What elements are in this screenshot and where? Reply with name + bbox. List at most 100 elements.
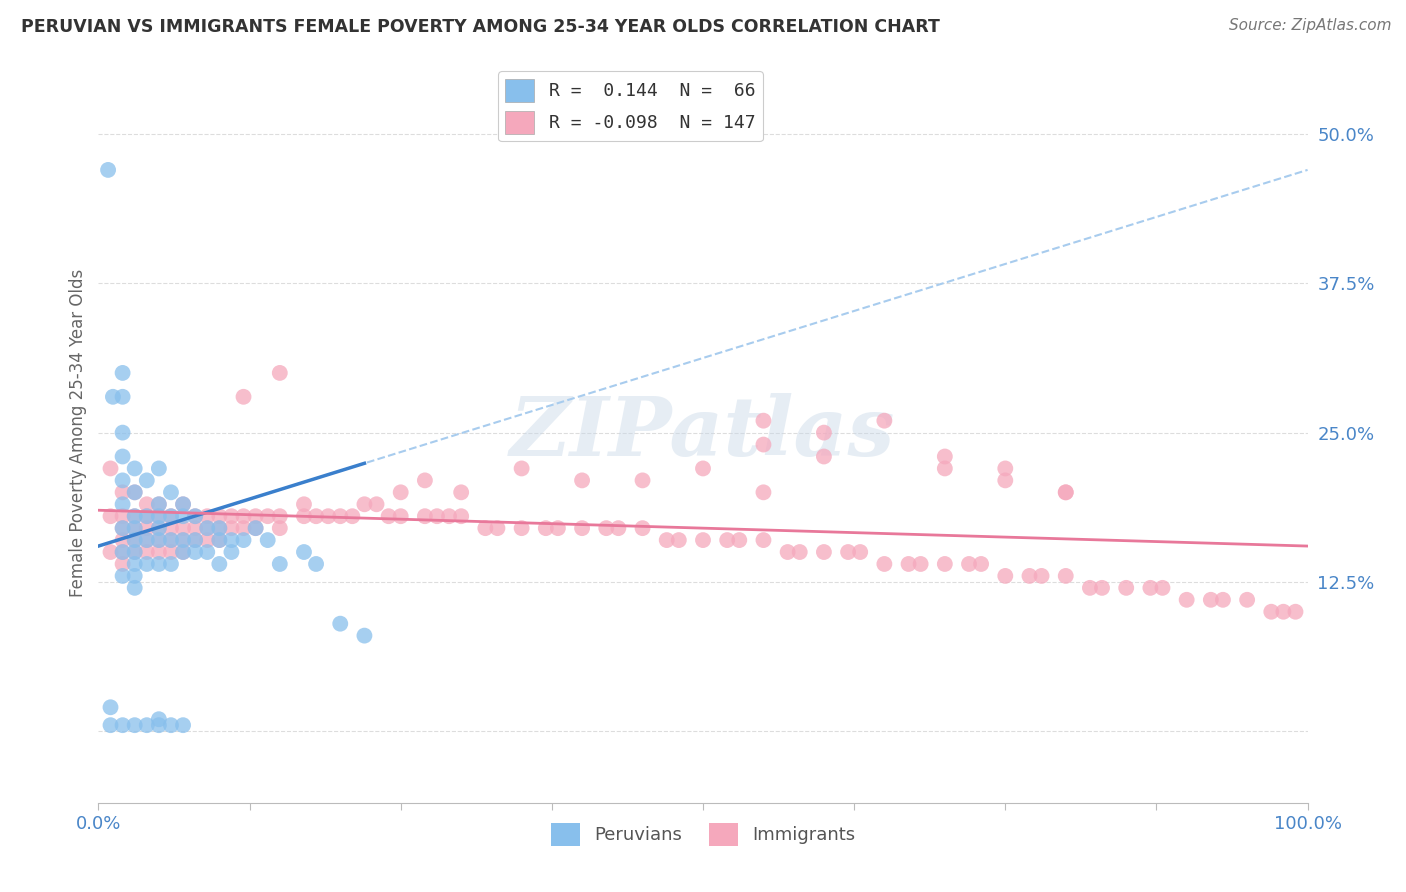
Point bbox=[342, 509, 364, 524]
Point bbox=[195, 533, 218, 547]
Point bbox=[377, 509, 399, 524]
Point bbox=[934, 557, 956, 571]
Point bbox=[111, 545, 134, 559]
Point bbox=[100, 718, 122, 732]
Point bbox=[124, 718, 146, 732]
Point bbox=[101, 390, 124, 404]
Point bbox=[124, 569, 146, 583]
Point bbox=[813, 545, 835, 559]
Point bbox=[232, 521, 254, 535]
Point bbox=[269, 521, 291, 535]
Point bbox=[148, 521, 170, 535]
Point bbox=[595, 521, 617, 535]
Point bbox=[111, 366, 134, 380]
Point bbox=[111, 718, 134, 732]
Point bbox=[148, 718, 170, 732]
Point bbox=[160, 545, 183, 559]
Point bbox=[1199, 592, 1222, 607]
Point bbox=[269, 366, 291, 380]
Point bbox=[124, 485, 146, 500]
Point bbox=[934, 461, 956, 475]
Point bbox=[208, 557, 231, 571]
Point bbox=[148, 509, 170, 524]
Point bbox=[353, 497, 375, 511]
Point bbox=[124, 545, 146, 559]
Point bbox=[100, 461, 122, 475]
Point bbox=[111, 533, 134, 547]
Point bbox=[124, 533, 146, 547]
Point bbox=[111, 497, 134, 511]
Point bbox=[135, 533, 157, 547]
Point bbox=[208, 521, 231, 535]
Point bbox=[1054, 569, 1077, 583]
Point bbox=[1091, 581, 1114, 595]
Point bbox=[111, 509, 134, 524]
Point bbox=[1284, 605, 1306, 619]
Point bbox=[692, 533, 714, 547]
Y-axis label: Female Poverty Among 25-34 Year Olds: Female Poverty Among 25-34 Year Olds bbox=[69, 268, 87, 597]
Point bbox=[148, 533, 170, 547]
Point bbox=[148, 545, 170, 559]
Point bbox=[172, 497, 194, 511]
Point bbox=[450, 485, 472, 500]
Point bbox=[837, 545, 859, 559]
Point bbox=[124, 461, 146, 475]
Point bbox=[160, 509, 183, 524]
Point bbox=[631, 474, 654, 488]
Point bbox=[148, 497, 170, 511]
Point bbox=[172, 545, 194, 559]
Point bbox=[195, 545, 218, 559]
Point bbox=[534, 521, 557, 535]
Point bbox=[1212, 592, 1234, 607]
Point bbox=[1078, 581, 1101, 595]
Point bbox=[124, 521, 146, 535]
Point bbox=[148, 533, 170, 547]
Point bbox=[1054, 485, 1077, 500]
Point bbox=[208, 533, 231, 547]
Text: ZIPatlas: ZIPatlas bbox=[510, 392, 896, 473]
Point bbox=[148, 712, 170, 726]
Point bbox=[256, 509, 278, 524]
Point bbox=[849, 545, 872, 559]
Point bbox=[135, 545, 157, 559]
Point bbox=[160, 718, 183, 732]
Point bbox=[994, 569, 1017, 583]
Point bbox=[100, 509, 122, 524]
Point bbox=[316, 509, 339, 524]
Point bbox=[329, 509, 352, 524]
Point bbox=[245, 521, 267, 535]
Point bbox=[437, 509, 460, 524]
Point bbox=[97, 162, 120, 177]
Point bbox=[221, 509, 243, 524]
Point bbox=[124, 509, 146, 524]
Point bbox=[1152, 581, 1174, 595]
Point bbox=[232, 533, 254, 547]
Point bbox=[970, 557, 993, 571]
Point bbox=[135, 557, 157, 571]
Point bbox=[172, 718, 194, 732]
Point bbox=[571, 521, 593, 535]
Point bbox=[292, 545, 315, 559]
Point bbox=[208, 533, 231, 547]
Point bbox=[389, 485, 412, 500]
Text: PERUVIAN VS IMMIGRANTS FEMALE POVERTY AMONG 25-34 YEAR OLDS CORRELATION CHART: PERUVIAN VS IMMIGRANTS FEMALE POVERTY AM… bbox=[21, 18, 941, 36]
Point bbox=[135, 509, 157, 524]
Point bbox=[208, 521, 231, 535]
Point bbox=[221, 545, 243, 559]
Point bbox=[1018, 569, 1040, 583]
Point bbox=[752, 437, 775, 451]
Point bbox=[135, 497, 157, 511]
Point bbox=[172, 497, 194, 511]
Point bbox=[292, 509, 315, 524]
Point bbox=[124, 485, 146, 500]
Point bbox=[752, 533, 775, 547]
Point bbox=[1054, 485, 1077, 500]
Point bbox=[1031, 569, 1053, 583]
Point bbox=[413, 509, 436, 524]
Point bbox=[124, 581, 146, 595]
Point bbox=[135, 509, 157, 524]
Point bbox=[195, 521, 218, 535]
Point bbox=[111, 390, 134, 404]
Point bbox=[413, 474, 436, 488]
Point bbox=[135, 718, 157, 732]
